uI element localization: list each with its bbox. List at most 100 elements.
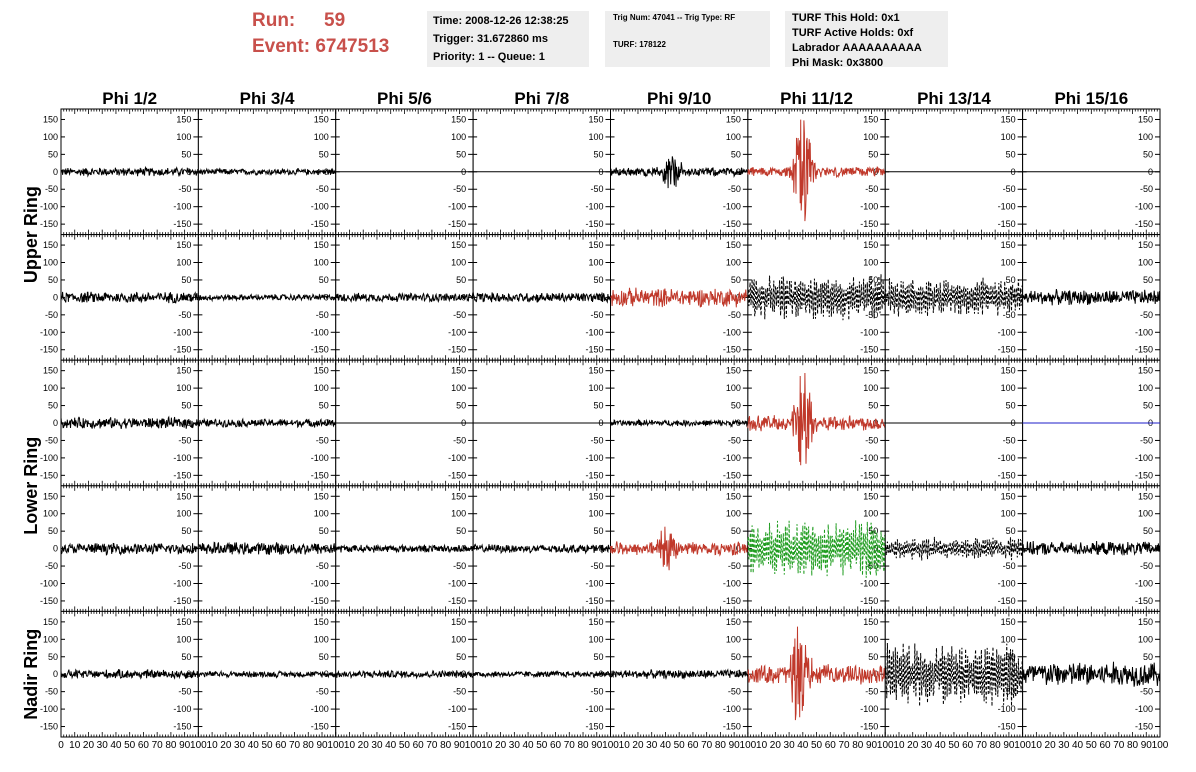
y-tick-label: 50 [868, 149, 878, 159]
time-text: Time: 2008-12-26 12:38:25 [433, 15, 569, 27]
waveform-trace [198, 669, 336, 679]
y-tick-label: -50 [45, 435, 58, 445]
y-tick-label: -100 [173, 704, 191, 714]
y-tick-label: 0 [873, 292, 878, 302]
y-tick-label: 150 [451, 366, 466, 376]
y-tick-label: -100 [860, 327, 878, 337]
y-tick-label: -50 [453, 310, 466, 320]
y-tick-label: 150 [863, 114, 878, 124]
y-tick-label: 100 [43, 383, 58, 393]
y-tick-label: 150 [43, 617, 58, 627]
y-tick-label: 100 [1001, 509, 1016, 519]
y-tick-label: 150 [726, 366, 741, 376]
y-tick-label: 100 [43, 258, 58, 268]
y-tick-label: 100 [1138, 383, 1153, 393]
y-tick-label: -150 [998, 219, 1016, 229]
y-tick-label: 150 [1138, 114, 1153, 124]
y-tick-label: -100 [40, 704, 58, 714]
y-tick-label: -150 [1135, 345, 1153, 355]
y-tick-label: -100 [1135, 202, 1153, 212]
y-tick-label: -50 [590, 184, 603, 194]
y-tick-label: 50 [1006, 526, 1016, 536]
y-tick-label: 150 [863, 240, 878, 250]
y-tick-label: -100 [1135, 704, 1153, 714]
y-tick-label: -150 [1135, 219, 1153, 229]
y-tick-label: 100 [451, 132, 466, 142]
y-tick-label: -50 [178, 687, 191, 697]
y-tick-label: -50 [590, 310, 603, 320]
y-tick-label: 50 [1006, 149, 1016, 159]
y-tick-label: 150 [863, 491, 878, 501]
y-tick-label: 150 [176, 617, 191, 627]
waveform-trace [197, 417, 337, 429]
waveform-trace [1022, 288, 1161, 306]
y-tick-label: 150 [451, 617, 466, 627]
column-header-phi: Phi 1/2 [102, 89, 157, 108]
y-tick-label: -150 [860, 722, 878, 732]
y-tick-label: -150 [585, 219, 603, 229]
y-tick-label: -150 [311, 470, 329, 480]
y-tick-label: 150 [43, 491, 58, 501]
y-tick-label: -50 [178, 184, 191, 194]
y-tick-label: -50 [453, 687, 466, 697]
y-tick-label: -150 [723, 219, 741, 229]
y-tick-label: 100 [314, 634, 329, 644]
y-tick-label: -150 [860, 219, 878, 229]
y-tick-label: 150 [451, 240, 466, 250]
y-tick-label: 0 [53, 669, 58, 679]
labrador-text: Labrador AAAAAAAAAA [792, 42, 922, 54]
waveform-trace [472, 291, 611, 304]
y-tick-label: 50 [1006, 275, 1016, 285]
y-tick-label: -50 [590, 561, 603, 571]
y-tick-label: -50 [1003, 435, 1016, 445]
y-tick-label: -50 [45, 310, 58, 320]
y-tick-label: -100 [585, 453, 603, 463]
y-tick-label: -50 [45, 687, 58, 697]
y-tick-label: -150 [1135, 470, 1153, 480]
waveform-trace [60, 542, 199, 556]
y-tick-label: 50 [593, 652, 603, 662]
y-tick-label: 0 [736, 669, 741, 679]
phi-mask-text: Phi Mask: 0x3800 [792, 57, 884, 69]
y-tick-label: 50 [48, 401, 58, 411]
column-header-phi: Phi 3/4 [240, 89, 295, 108]
y-tick-label: 150 [314, 366, 329, 376]
y-tick-label: -150 [311, 219, 329, 229]
y-tick-label: -150 [998, 470, 1016, 480]
y-tick-label: -150 [1135, 722, 1153, 732]
y-tick-label: 100 [1138, 634, 1153, 644]
y-tick-label: 0 [873, 544, 878, 554]
y-tick-label: -150 [723, 345, 741, 355]
y-tick-label: -150 [585, 722, 603, 732]
waveform-trace [1022, 540, 1161, 556]
y-tick-label: 100 [588, 258, 603, 268]
y-tick-label: -100 [40, 202, 58, 212]
y-tick-label: 150 [588, 491, 603, 501]
y-tick-label: -100 [860, 202, 878, 212]
ring-label: Upper Ring [21, 186, 41, 283]
y-tick-label: 150 [726, 240, 741, 250]
trigger-text: Trigger: 31.672860 ms [433, 33, 548, 45]
y-tick-label: 150 [176, 114, 191, 124]
y-tick-label: -150 [860, 596, 878, 606]
y-tick-label: -100 [723, 704, 741, 714]
y-tick-label: 100 [863, 383, 878, 393]
y-tick-label: -50 [728, 687, 741, 697]
column-header-phi: Phi 5/6 [377, 89, 432, 108]
y-tick-label: 50 [731, 526, 741, 536]
y-tick-label: -150 [40, 219, 58, 229]
y-tick-label: 50 [731, 652, 741, 662]
y-tick-label: -50 [453, 435, 466, 445]
y-tick-label: -50 [453, 184, 466, 194]
y-tick-label: 100 [588, 634, 603, 644]
y-tick-label: 100 [176, 258, 191, 268]
